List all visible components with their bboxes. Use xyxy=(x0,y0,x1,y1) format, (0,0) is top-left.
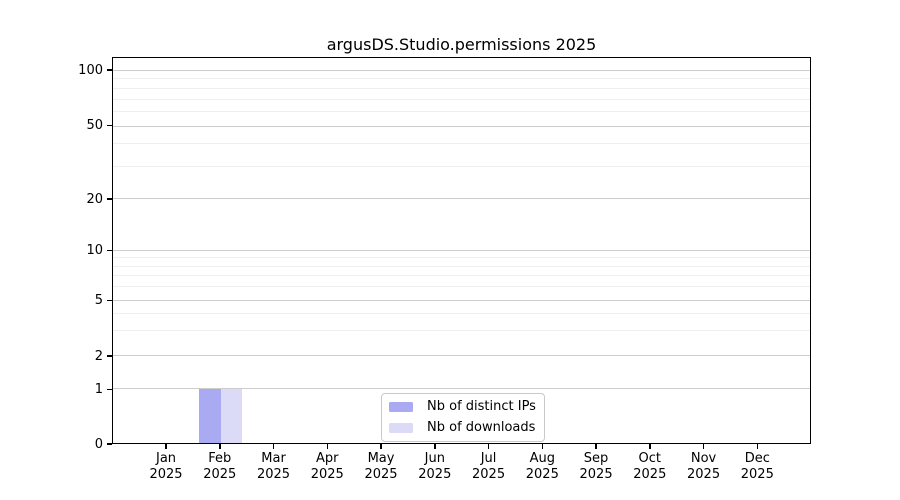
x-tick-label-aug: Aug 2025 xyxy=(510,451,574,483)
x-tick-label-dec: Dec 2025 xyxy=(725,451,789,483)
x-tick-label-nov: Nov 2025 xyxy=(672,451,736,483)
x-tick-month-oct: Oct xyxy=(638,451,662,466)
x-tick-label-may: May 2025 xyxy=(349,451,413,483)
y-tick-mark-0 xyxy=(107,443,112,445)
minor-gridline-y7 xyxy=(113,275,810,277)
x-tick-mark-apr xyxy=(326,444,329,449)
major-gridline-y1 xyxy=(113,388,810,390)
x-tick-label-jan: Jan 2025 xyxy=(134,451,198,483)
y-tick-mark-20 xyxy=(107,198,112,200)
x-tick-year-oct: 2025 xyxy=(633,467,667,482)
minor-gridline-y6 xyxy=(113,286,810,288)
x-tick-label-jul: Jul 2025 xyxy=(457,451,521,483)
x-tick-year-jul: 2025 xyxy=(472,467,506,482)
chart-title: argusDS.Studio.permissions 2025 xyxy=(326,35,597,54)
major-gridline-y10 xyxy=(113,249,810,251)
x-tick-year-feb: 2025 xyxy=(203,467,237,482)
legend-label-nb-of-downloads: Nb of downloads xyxy=(427,420,536,435)
y-tick-mark-50 xyxy=(107,124,112,127)
x-tick-month-jun: Jun xyxy=(424,451,445,466)
legend-label-nb-of-distinct-ips: Nb of distinct IPs xyxy=(427,399,536,414)
y-tick-mark-1 xyxy=(107,388,112,391)
y-tick-label-5: 5 xyxy=(94,293,103,309)
x-tick-mark-sep xyxy=(595,444,597,449)
x-tick-label-sep: Sep 2025 xyxy=(564,451,628,483)
x-tick-year-dec: 2025 xyxy=(740,467,774,482)
minor-gridline-y4 xyxy=(113,312,810,314)
y-tick-label-20: 20 xyxy=(86,191,103,207)
x-tick-mark-nov xyxy=(702,444,705,449)
minor-gridline-y80 xyxy=(113,87,810,89)
x-tick-mark-oct xyxy=(649,444,651,449)
x-tick-month-apr: Apr xyxy=(316,451,339,466)
y-tick-label-100: 100 xyxy=(78,62,103,78)
minor-gridline-y30 xyxy=(113,166,810,168)
y-tick-label-10: 10 xyxy=(86,243,103,259)
x-tick-mark-jul xyxy=(487,444,490,449)
legend: Nb of distinct IPs Nb of downloads xyxy=(381,393,545,442)
x-tick-month-sep: Sep xyxy=(583,451,609,466)
x-tick-year-may: 2025 xyxy=(364,467,398,482)
bar-nb-of-distinct-ips-feb xyxy=(199,389,221,443)
x-tick-label-oct: Oct 2025 xyxy=(618,451,682,483)
major-gridline-y100 xyxy=(113,69,810,71)
x-tick-month-nov: Nov xyxy=(690,451,717,466)
minor-gridline-y40 xyxy=(113,143,810,145)
plot-area: Nb of distinct IPs Nb of downloads xyxy=(112,57,811,444)
x-tick-month-jul: Jul xyxy=(480,451,497,466)
minor-gridline-y9 xyxy=(113,257,810,259)
x-tick-mark-aug xyxy=(541,444,544,449)
legend-swatch-nb-of-downloads xyxy=(389,423,413,433)
minor-gridline-y90 xyxy=(113,78,810,80)
x-tick-year-aug: 2025 xyxy=(525,467,559,482)
x-tick-mark-feb xyxy=(219,444,221,449)
minor-gridline-y8 xyxy=(113,265,810,267)
major-gridline-y2 xyxy=(113,354,810,356)
x-tick-year-mar: 2025 xyxy=(256,467,291,482)
legend-item-nb-of-distinct-ips: Nb of distinct IPs xyxy=(389,399,536,415)
y-tick-label-50: 50 xyxy=(86,118,103,134)
minor-gridline-y60 xyxy=(113,110,810,112)
x-tick-month-may: May xyxy=(367,451,395,466)
x-tick-year-nov: 2025 xyxy=(687,467,721,482)
x-tick-month-dec: Dec xyxy=(744,451,770,466)
y-tick-label-1: 1 xyxy=(94,382,103,398)
x-tick-month-mar: Mar xyxy=(261,451,286,466)
x-tick-year-jun: 2025 xyxy=(418,467,452,482)
x-tick-label-apr: Apr 2025 xyxy=(295,451,359,483)
major-gridline-y20 xyxy=(113,198,810,200)
y-tick-mark-10 xyxy=(107,249,112,252)
legend-swatch-nb-of-distinct-ips xyxy=(389,402,413,412)
y-tick-mark-100 xyxy=(107,69,112,71)
bar-nb-of-downloads-feb xyxy=(220,389,243,443)
x-tick-year-apr: 2025 xyxy=(310,467,344,482)
x-tick-label-feb: Feb 2025 xyxy=(188,451,252,483)
y-tick-mark-5 xyxy=(107,299,112,302)
x-tick-month-aug: Aug xyxy=(529,451,555,466)
major-gridline-y5 xyxy=(113,299,810,301)
minor-gridline-y70 xyxy=(113,98,810,100)
x-tick-mark-mar xyxy=(272,444,275,449)
major-gridline-y50 xyxy=(113,125,810,127)
minor-gridline-y3 xyxy=(113,330,810,332)
x-tick-year-jan: 2025 xyxy=(149,467,183,482)
x-tick-month-jan: Jan xyxy=(156,451,177,466)
x-tick-mark-dec xyxy=(756,444,759,449)
y-tick-mark-2 xyxy=(107,355,112,357)
x-tick-label-mar: Mar 2025 xyxy=(242,451,306,483)
x-tick-year-sep: 2025 xyxy=(579,467,613,482)
x-tick-mark-may xyxy=(380,444,382,449)
y-tick-label-2: 2 xyxy=(94,348,103,364)
x-tick-month-feb: Feb xyxy=(208,451,232,466)
legend-item-nb-of-downloads: Nb of downloads xyxy=(389,420,536,436)
x-tick-mark-jun xyxy=(434,444,436,449)
x-tick-label-jun: Jun 2025 xyxy=(403,451,467,483)
y-tick-label-0: 0 xyxy=(94,436,103,452)
x-tick-mark-jan xyxy=(165,444,167,449)
